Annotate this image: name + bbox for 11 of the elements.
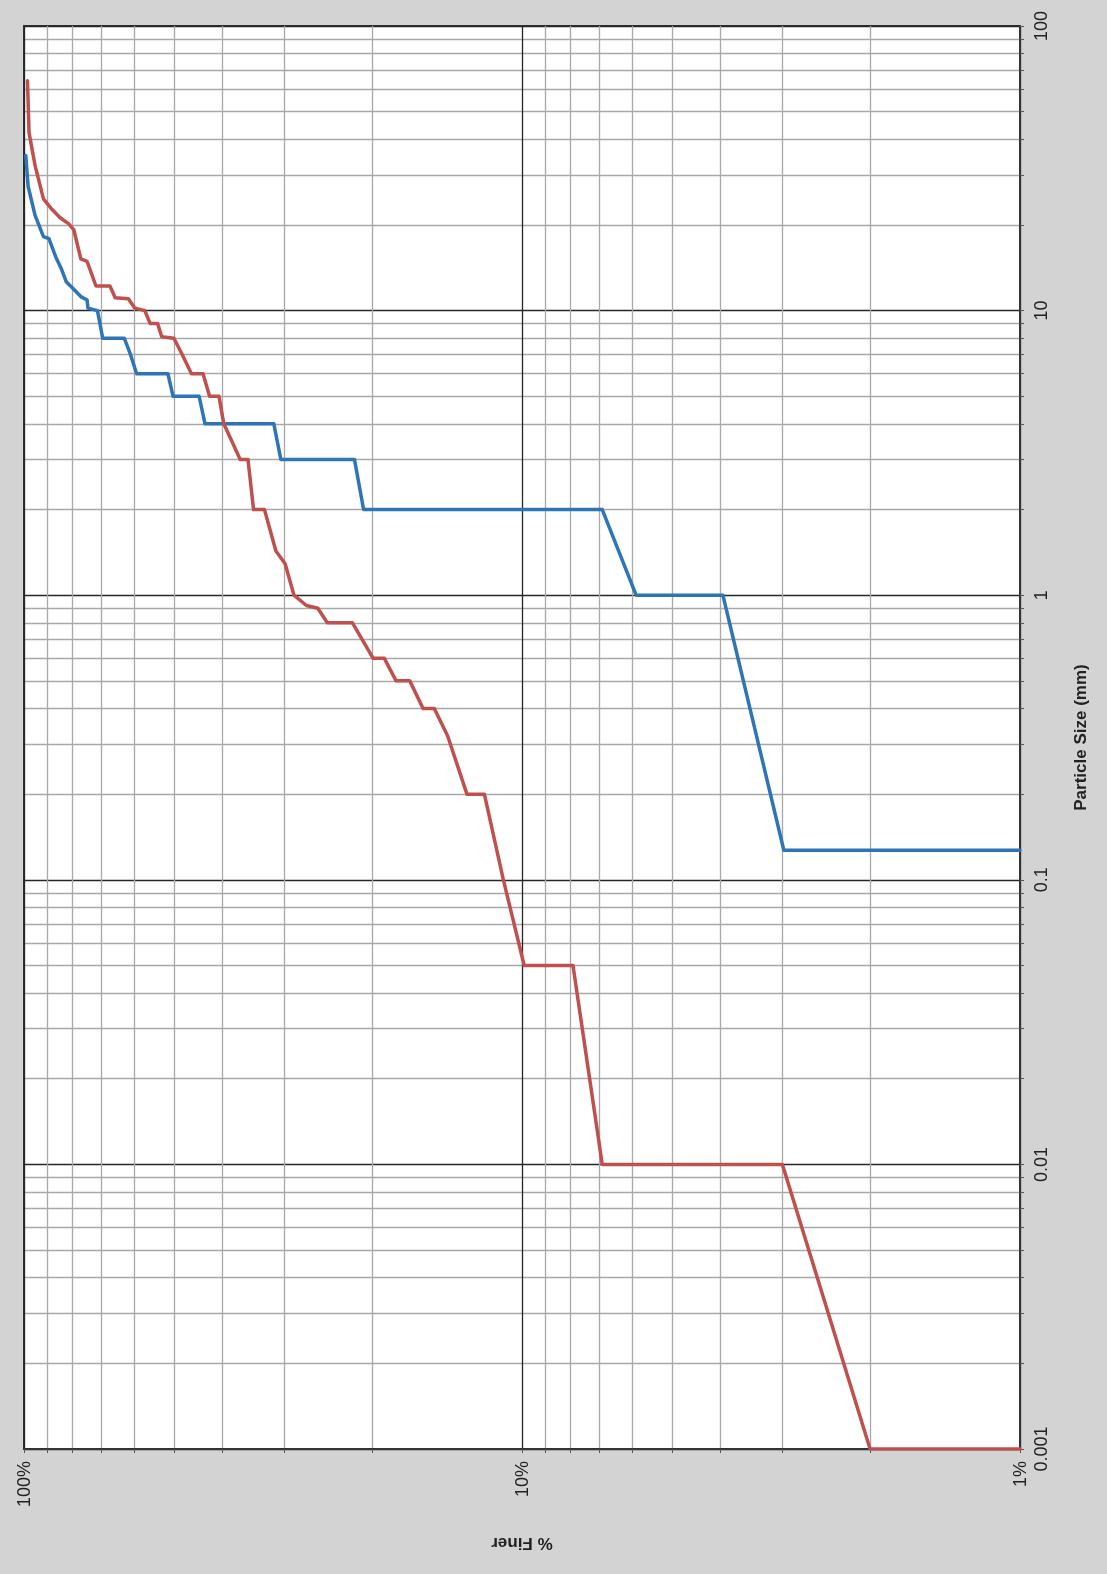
x-axis-title: % Finer (490, 1534, 553, 1553)
y-tick-label: 0.1 (1031, 867, 1051, 893)
x-tick-label: 1% (1010, 1461, 1030, 1488)
y-tick-label: 0.01 (1031, 1146, 1051, 1182)
y-axis-title: Particle Size (mm) (1071, 664, 1090, 811)
y-tick-label: 10 (1031, 300, 1051, 321)
y-tick-label: 100 (1031, 10, 1051, 42)
y-tick-label: 0.001 (1031, 1426, 1051, 1472)
x-tick-label: 10% (512, 1461, 532, 1498)
y-tick-label: 1 (1031, 590, 1051, 601)
x-tick-label: 100% (14, 1461, 34, 1508)
